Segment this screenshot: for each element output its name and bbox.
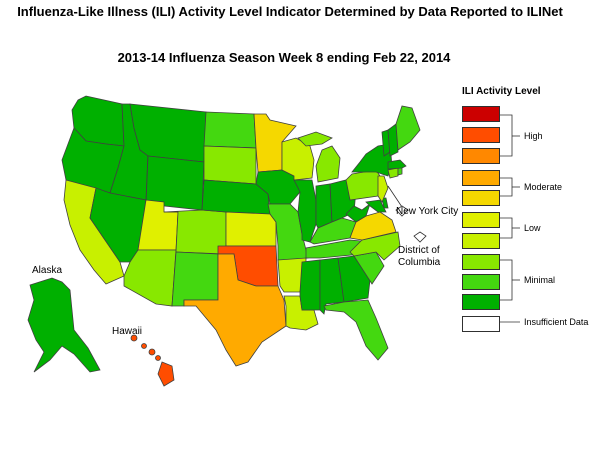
nyc-marker	[387, 185, 409, 217]
state-ak	[27, 277, 101, 373]
nyc-label: New York City	[396, 206, 459, 217]
dc-label-line1: District of	[398, 245, 440, 256]
legend-label-minimal: Minimal	[524, 275, 556, 285]
legend-swatch-8	[462, 148, 500, 164]
legend-label-low: Low	[524, 223, 541, 233]
state-in	[315, 183, 333, 229]
legend-title: ILI Activity Level	[462, 86, 541, 97]
state-nj	[377, 175, 389, 203]
legend-label-high: High	[524, 131, 543, 141]
state-il	[293, 179, 317, 243]
dc-label-line2: Columbia	[398, 257, 441, 268]
state-hi	[130, 334, 175, 387]
legend-brackets	[500, 114, 520, 323]
state-mi	[315, 145, 341, 183]
legend-swatch-5	[462, 212, 500, 228]
state-ms	[299, 259, 321, 311]
legend-swatch-2	[462, 274, 500, 290]
state-nm	[171, 251, 219, 307]
legend-swatch-10	[462, 106, 500, 122]
state-md	[365, 199, 387, 213]
state-ga	[337, 255, 371, 303]
legend-swatch-1	[462, 294, 500, 310]
state-pa	[345, 169, 381, 201]
state-ma	[387, 159, 407, 170]
legend-swatch-9	[462, 127, 500, 143]
legend-swatch-4	[462, 233, 500, 249]
legend-label-moderate: Moderate	[524, 182, 563, 192]
state-fl	[323, 299, 389, 361]
legend-swatch-3	[462, 254, 500, 270]
legend-label-insufficient: Insufficient Data	[524, 317, 589, 327]
hawaii-label: Hawaii	[112, 326, 143, 337]
map-title: Influenza-Like Illness (ILI) Activity Le…	[17, 4, 563, 19]
state-nd	[203, 111, 257, 149]
state-mi-upper	[297, 131, 333, 147]
legend-swatch-6	[462, 190, 500, 206]
state-ks	[225, 211, 277, 247]
state-de	[381, 197, 389, 209]
state-sd	[203, 145, 257, 185]
state-me	[395, 105, 421, 151]
legend-swatch-7	[462, 170, 500, 186]
legend-swatch-0	[462, 316, 500, 332]
dc-marker	[413, 231, 427, 243]
map-subtitle: 2013-14 Influenza Season Week 8 ending F…	[117, 50, 451, 65]
state-tx	[183, 253, 287, 367]
state-ct	[387, 167, 399, 179]
state-nh	[387, 123, 399, 157]
state-ri	[397, 167, 403, 176]
state-ky	[309, 217, 357, 245]
alaska-label: Alaska	[32, 265, 63, 276]
